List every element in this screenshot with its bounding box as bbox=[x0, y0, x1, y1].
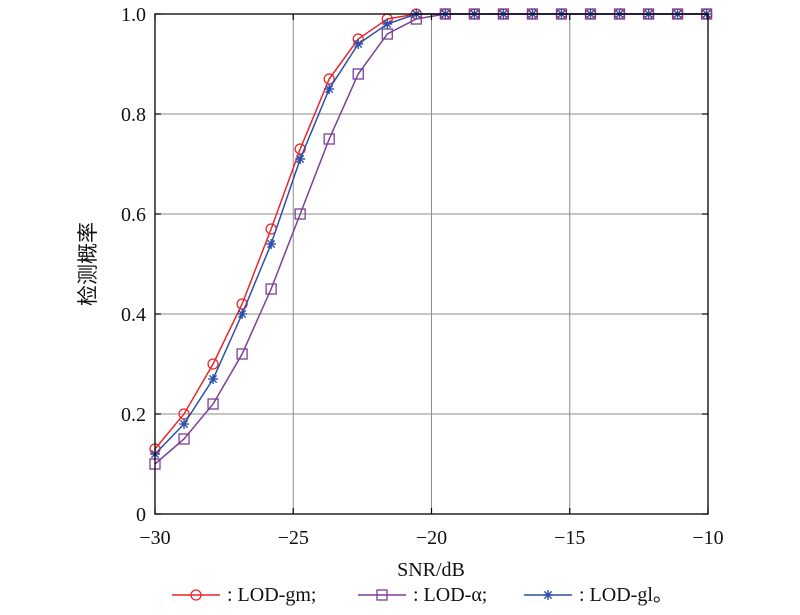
series-line-lod-gl bbox=[154, 13, 707, 455]
x-tick-label: −20 bbox=[416, 527, 447, 549]
data-point-lod-gl bbox=[295, 154, 306, 164]
x-tick-label: −10 bbox=[692, 527, 723, 549]
data-point-lod-gm bbox=[207, 358, 219, 370]
data-point-lod- bbox=[207, 398, 219, 410]
series-line-lod-gm bbox=[154, 13, 707, 450]
legend-label-lod-gl: : LOD-gl。 bbox=[579, 584, 673, 606]
data-point-lod- bbox=[294, 208, 306, 220]
legend-marker-lod-gm bbox=[190, 589, 202, 601]
data-point-lod-gl bbox=[353, 39, 364, 49]
y-tick-label: 0.2 bbox=[121, 404, 146, 426]
data-point-lod-gl bbox=[208, 374, 219, 384]
series-layer bbox=[149, 8, 713, 470]
axis-ticks: −30 −25 −20 −15 −10 0 0.2 0.4 0.6 0.8 1.0 bbox=[121, 4, 724, 549]
x-tick-label: −15 bbox=[554, 527, 585, 549]
data-point-lod- bbox=[265, 283, 277, 295]
x-tick-label: −25 bbox=[278, 527, 309, 549]
x-axis-label: SNR/dB bbox=[397, 559, 465, 581]
data-point-lod-gl bbox=[266, 239, 277, 249]
legend-marker-lod- bbox=[376, 589, 388, 601]
grid-lines bbox=[155, 14, 708, 514]
data-point-lod- bbox=[323, 133, 335, 145]
series-line-lod- bbox=[154, 13, 707, 465]
y-tick-label: 0.4 bbox=[121, 304, 146, 326]
data-point-lod-gl bbox=[237, 309, 248, 319]
data-point-lod- bbox=[236, 348, 248, 360]
x-tick-label: −30 bbox=[139, 527, 170, 549]
data-point-lod-gl bbox=[324, 84, 335, 94]
y-tick-label: 0 bbox=[136, 504, 146, 526]
legend-label-lod-gm: : LOD-gm; bbox=[227, 584, 316, 606]
y-tick-label: 0.6 bbox=[121, 204, 146, 226]
y-tick-label: 1.0 bbox=[121, 4, 146, 26]
data-point-lod-gl bbox=[179, 419, 190, 429]
legend-marker-lod-gl bbox=[543, 590, 553, 600]
data-point-lod- bbox=[178, 433, 190, 445]
data-point-lod-gl bbox=[382, 19, 393, 29]
legend-label-lod-: : LOD-α; bbox=[413, 584, 487, 606]
legend: : LOD-gm; : LOD-α; : LOD-gl。 bbox=[172, 584, 673, 606]
y-tick-label: 0.8 bbox=[121, 104, 146, 126]
data-point-lod- bbox=[352, 68, 364, 80]
y-axis-label: 检测概率 bbox=[76, 222, 100, 306]
